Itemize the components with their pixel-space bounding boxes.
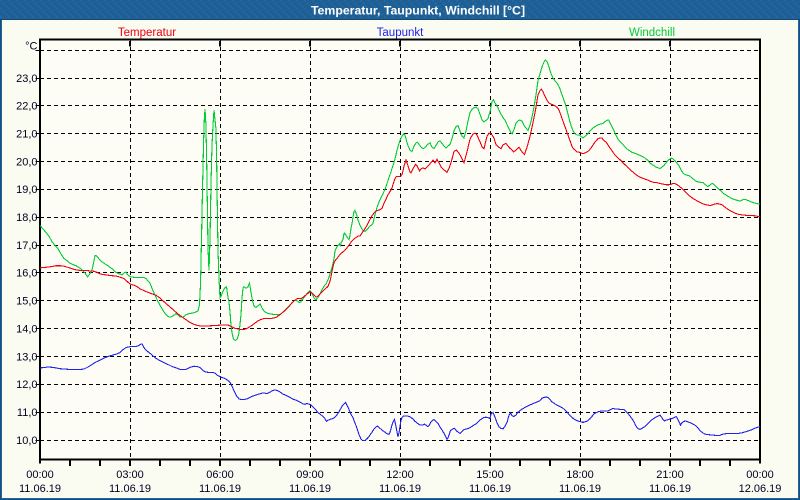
svg-text:11.06.19: 11.06.19 — [379, 483, 421, 495]
svg-text:11.06.19: 11.06.19 — [469, 483, 511, 495]
svg-text:11.06.19: 11.06.19 — [559, 483, 601, 495]
svg-text:12:00: 12:00 — [386, 469, 414, 481]
svg-text:11.06.19: 11.06.19 — [109, 483, 151, 495]
svg-text:14,0: 14,0 — [16, 323, 37, 335]
svg-text:Taupunkt: Taupunkt — [377, 27, 424, 39]
svg-text:12,0: 12,0 — [16, 379, 37, 391]
svg-text:Temperatur: Temperatur — [118, 27, 176, 39]
svg-text:11.06.19: 11.06.19 — [19, 483, 61, 495]
svg-text:11.06.19: 11.06.19 — [649, 483, 691, 495]
svg-text:°C: °C — [25, 41, 37, 53]
svg-text:06:00: 06:00 — [206, 469, 234, 481]
svg-text:03:00: 03:00 — [116, 469, 144, 481]
svg-text:10,0: 10,0 — [16, 435, 37, 447]
svg-text:15,0: 15,0 — [16, 296, 37, 308]
svg-text:11.06.19: 11.06.19 — [199, 483, 241, 495]
svg-text:11.06.19: 11.06.19 — [289, 483, 331, 495]
svg-text:17,0: 17,0 — [16, 240, 37, 252]
svg-text:Temperatur, Taupunkt, Windchil: Temperatur, Taupunkt, Windchill [°C] — [311, 4, 525, 18]
svg-text:19,0: 19,0 — [16, 184, 37, 196]
svg-text:13,0: 13,0 — [16, 351, 37, 363]
svg-text:16,0: 16,0 — [16, 268, 37, 280]
svg-text:15:00: 15:00 — [476, 469, 504, 481]
svg-text:00:00: 00:00 — [26, 469, 54, 481]
svg-text:09:00: 09:00 — [296, 469, 324, 481]
svg-text:23,0: 23,0 — [16, 73, 37, 85]
svg-text:12.06.19: 12.06.19 — [739, 483, 782, 495]
svg-text:11,0: 11,0 — [17, 407, 38, 419]
svg-text:00:00: 00:00 — [746, 469, 774, 481]
svg-text:Windchill: Windchill — [629, 27, 675, 39]
svg-text:18:00: 18:00 — [566, 469, 594, 481]
svg-text:21,0: 21,0 — [16, 129, 37, 141]
svg-text:20,0: 20,0 — [16, 156, 37, 168]
svg-text:18,0: 18,0 — [16, 212, 37, 224]
svg-text:22,0: 22,0 — [16, 101, 37, 113]
svg-text:21:00: 21:00 — [656, 469, 684, 481]
